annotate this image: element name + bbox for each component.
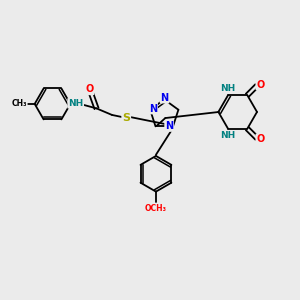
Text: S: S xyxy=(122,113,130,123)
Text: N: N xyxy=(165,121,173,131)
Text: N: N xyxy=(160,93,169,103)
Text: CH₃: CH₃ xyxy=(11,99,27,108)
Text: O: O xyxy=(85,84,94,94)
Text: O: O xyxy=(256,80,265,89)
Text: N: N xyxy=(149,103,157,114)
Text: O: O xyxy=(256,134,265,144)
Text: OCH₃: OCH₃ xyxy=(145,204,167,213)
Text: NH: NH xyxy=(68,99,83,108)
Text: NH: NH xyxy=(220,131,235,140)
Text: NH: NH xyxy=(220,84,235,93)
